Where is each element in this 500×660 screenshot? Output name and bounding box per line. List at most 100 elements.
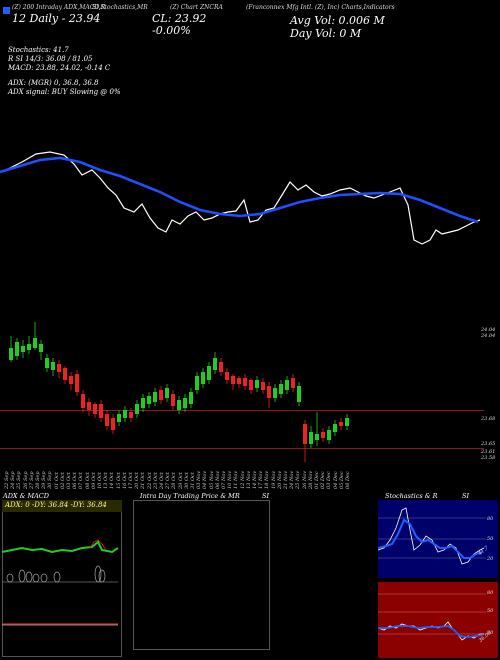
support-line [0,448,484,449]
date-label: 02 Oct [59,472,66,489]
rsi-tick-50: 50 [487,608,494,614]
candle [207,366,211,380]
price-label-top-b: 24.04 [481,333,496,339]
candle [57,364,61,372]
header-close: CL: 23.92 [152,12,207,25]
adx-readout: ADX: (MGR) 0, 36.8, 36.8 [8,79,99,87]
candle [93,404,97,414]
date-label: 04 Dec [332,471,339,489]
resistance-line [0,410,484,411]
candle [309,432,313,444]
candle [39,344,43,352]
candle [27,344,31,350]
header-date-line: 12 Daily - 23.94 [12,12,101,25]
date-label: 12 Nov [239,470,246,489]
date-label: 13 Nov [245,470,252,489]
candle [135,404,139,414]
date-label: 28 Nov [307,470,314,489]
adx-values: ADX: 0 -DY: 36.84 -DY: 36.84 [5,501,107,509]
date-label: 26 Sep [22,471,29,489]
intraday-panel-si: SI [262,492,270,500]
ema-line [0,156,479,224]
date-label: 16 Oct [121,472,128,489]
candle [33,338,37,348]
stoch-tick-20: 20 [487,556,494,562]
date-label: 08 Oct [84,472,91,489]
candle [291,378,295,388]
blue-square-icon [3,7,10,14]
date-label: 01 Oct [53,472,60,489]
header-company-line: (Franconnex Mfg Intl. (Z), Inc) Charts,I… [246,4,395,11]
date-label: 22 Oct [146,472,153,489]
header-chart-line: (Z) Chart ZNCRA [170,4,223,11]
candle [63,368,67,380]
candle [123,410,127,418]
price-label-low-b: 23.61 [481,449,496,455]
date-label: 11 Nov [233,470,240,489]
date-label: 18 Nov [264,470,271,489]
candle [255,380,259,388]
price-label-low-a: 23.65 [481,441,496,447]
candle [273,388,277,398]
date-label: 25 Nov [295,470,302,489]
candle [189,392,193,404]
rsi-panel [378,582,498,658]
candle [315,434,319,440]
rsi-tick-80: 80 [487,590,494,596]
candle [111,418,115,430]
macd-mini-chart [2,623,118,626]
candle [201,372,205,384]
price-label-mid: 23.68 [481,416,496,422]
stochastics-mini-chart [377,507,486,565]
adx-signal-readout: ADX signal: BUY Slowing @ 0% [8,88,121,96]
date-label: 20 Nov [276,470,283,489]
candle [243,378,247,386]
candle [237,378,241,384]
adx-panel-title: ADX & MACD [3,492,49,500]
main-line-chart [0,151,481,245]
candle [9,348,13,360]
candle [219,362,223,372]
candle [177,400,181,410]
header-source-line: (Z) 200 Intraday ADX,MACD,R [12,4,106,11]
header-avg-vol: Avg Vol: 0.006 M [290,14,385,27]
header-day-vol: Day Vol: 0 M [290,27,362,40]
price-line [0,151,481,245]
date-label: 04 Nov [202,470,209,489]
candle [165,388,169,398]
date-label: 15 Oct [115,472,122,489]
intraday-panel-title: Intra Day Trading Price & MR [140,492,240,500]
macd-readout: MACD: 23.88, 24.02, -0.14 C [8,64,111,72]
date-label: 07 Oct [78,472,85,489]
candle [45,358,49,368]
stoch-panel-si: SI [462,492,470,500]
rsi-readout: R SI 14/3: 36.08 / 81.05 [8,55,93,63]
intraday-panel [133,500,270,650]
candle [69,376,73,384]
candle [99,404,103,418]
date-label: 09 Oct [90,472,97,489]
adx-values-bar [2,500,122,512]
header-percent: -0.00% [152,24,191,37]
date-label: 05 Dec [338,471,345,489]
price-label-top-a: 24.04 [481,327,496,333]
candle [285,380,289,390]
date-label: 19 Nov [270,470,277,489]
candle [171,394,175,406]
date-label: 30 Oct [183,472,190,489]
candle [267,386,271,398]
price-label-low-c: 23.58 [481,455,496,461]
stoch-tick-50: 50 [487,536,494,542]
candle [231,376,235,384]
candle [81,394,85,408]
stoch-tick-80: 80 [487,516,494,522]
candle [51,362,55,370]
adx-mini-chart [1,539,119,583]
candle [87,402,91,410]
date-label: 23 Oct [152,472,159,489]
candle [153,392,157,402]
candle [117,414,121,422]
candle [225,372,229,380]
candle [345,418,349,426]
candle [75,374,79,392]
